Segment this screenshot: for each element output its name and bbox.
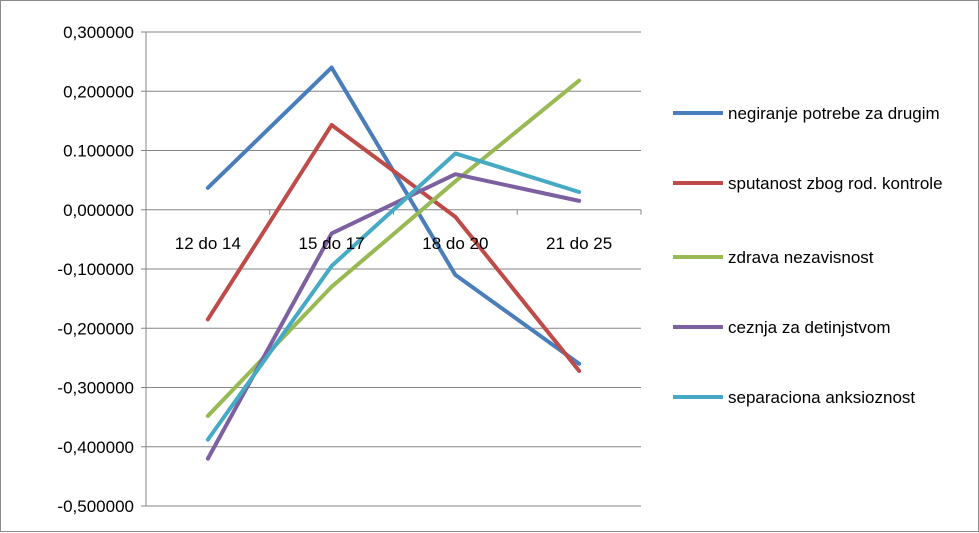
legend-label: negiranje potrebe za drugim [728,104,940,123]
legend-item: sputanost zbog rod. kontrole [673,174,943,193]
y-tick-label: -0,500000 [57,497,134,516]
series-line [208,81,579,416]
y-axis-ticks: 0,300000 0,200000 0.100000 0,000000 -0,10000… [57,23,134,516]
legend-item: negiranje potrebe za drugim [673,104,940,123]
legend-item: separaciona anksioznost [673,388,915,407]
legend-label: separaciona anksioznost [728,388,915,407]
series-line [208,125,579,371]
series-lines [208,67,579,458]
legend: negiranje potrebe za drugim sputanost zbo… [673,104,943,407]
series-line [208,174,579,458]
x-tick-label: 12 do 14 [175,234,241,253]
x-tick-label: 15 do 17 [299,234,365,253]
y-tick-label: -0,400000 [57,438,134,457]
y-tick-label: 0,200000 [63,82,134,101]
legend-label: sputanost zbog rod. kontrole [728,174,943,193]
x-tick-label: 18 do 20 [422,234,488,253]
gridlines [141,32,641,506]
legend-label: zdrava nezavisnost [728,248,874,267]
y-tick-label: 0,300000 [63,23,134,42]
y-tick-label: 0,000000 [63,201,134,220]
legend-item: zdrava nezavisnost [673,248,874,267]
series-line [208,68,579,364]
y-tick-label: -0,300000 [57,379,134,398]
y-tick-label: 0.100000 [63,142,134,161]
legend-label: ceznja za detinjstvom [728,318,891,337]
legend-item: ceznja za detinjstvom [673,318,891,337]
x-tick-label: 21 do 25 [546,234,612,253]
y-tick-label: -0,100000 [57,260,134,279]
series-line [208,153,579,439]
y-tick-label: -0,200000 [57,319,134,338]
